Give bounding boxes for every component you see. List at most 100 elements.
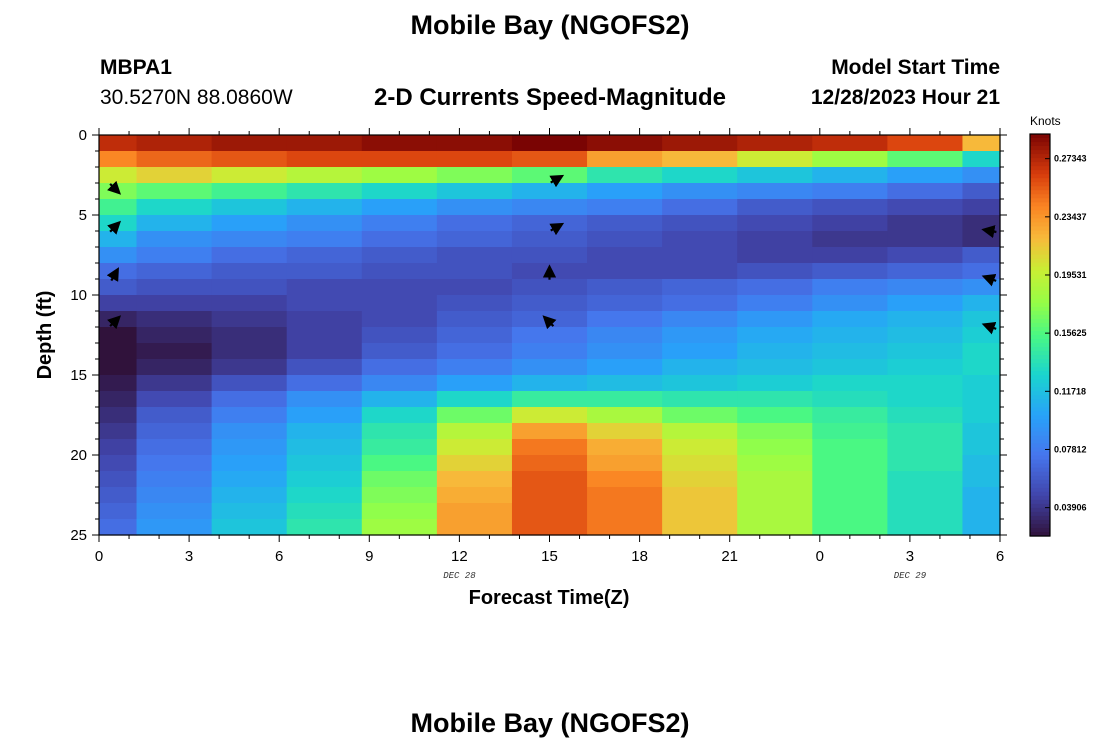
heatmap-cell [136,215,213,232]
colorbar-segment [1030,451,1050,457]
heatmap-cell [887,343,964,360]
heatmap-cell [587,151,663,168]
heatmap-cell [286,231,363,248]
heatmap-cell [737,151,813,168]
heatmap-cell [436,263,513,280]
heatmap-cell [887,247,964,264]
heatmap-cell [436,439,513,456]
heatmap-cell [812,455,888,472]
heatmap-cell [887,375,964,392]
heatmap-cell [361,183,438,200]
colorbar-segment [1030,351,1050,356]
heatmap-cell [737,199,813,216]
heatmap-cell [436,295,513,312]
heatmap-cell [211,231,288,248]
heatmap-cell [361,311,438,328]
plot-title: 2-D Currents Speed-Magnitude [373,84,727,111]
heatmap-cell [99,247,138,264]
heatmap-cell [587,391,663,408]
heatmap-cell [511,183,588,200]
colorbar-segment [1030,306,1050,312]
heatmap-cell [511,359,588,376]
heatmap-cell [737,327,813,344]
heatmap-cell [286,455,363,472]
colorbar-segment [1030,479,1050,485]
heatmap-cell [812,327,888,344]
colorbar-segment [1030,146,1050,151]
heatmap-cell [812,375,888,392]
heatmap-cell [286,247,363,264]
heatmap-cell [662,439,738,456]
heatmap-cell [962,455,1001,472]
heatmap-cell [136,359,213,376]
heatmap-cell [812,359,888,376]
colorbar-segment [1030,391,1050,396]
colorbar-segment [1030,154,1050,159]
heatmap-cell [737,215,813,232]
heatmap-cell [361,215,438,232]
heatmap-cell [436,423,513,440]
heatmap-cell [662,151,738,168]
heatmap-cell [511,167,588,184]
heatmap-cell [662,375,738,392]
heatmap-cell [812,263,888,280]
heatmap-cell [962,439,1001,456]
heatmap-cell [887,279,964,296]
colorbar-tick-label: 0.27343 [1054,154,1087,164]
heatmap-cell [286,167,363,184]
heatmap-cell [812,247,888,264]
colorbar-segment [1030,527,1050,533]
heatmap-cell [962,503,1001,520]
heatmap-cell [887,391,964,408]
heatmap-cell [211,183,288,200]
heatmap-cell [99,215,138,232]
x-tick-label: 21 [721,548,738,565]
heatmap-cell [962,231,1001,248]
heatmap-cell [99,279,138,296]
colorbar-segment [1030,467,1050,473]
colorbar-tick-label: 0.03906 [1054,503,1087,513]
heatmap-cell [361,455,438,472]
page-title: Mobile Bay (NGOFS2) [410,10,690,40]
colorbar-segment [1030,511,1050,517]
heatmap-cell [737,279,813,296]
colorbar-segment [1030,471,1050,477]
colorbar-segment [1030,214,1050,220]
heatmap-cell [511,343,588,360]
heatmap-cell [99,407,138,424]
colorbar-segment [1030,519,1050,525]
heatmap-cell [436,215,513,232]
x-tick-label: 12 [451,548,468,565]
heatmap-cell [587,439,663,456]
colorbar-segment [1030,194,1050,199]
heatmap-cell [812,199,888,216]
colorbar-segment [1030,270,1050,276]
heatmap-cell [511,247,588,264]
heatmap-cell [587,503,663,520]
heatmap-cell [211,295,288,312]
heatmap-cell [511,279,588,296]
heatmap-cell [211,375,288,392]
current-arrow [106,267,119,282]
heatmap-cell [136,471,213,488]
colorbar-segment [1030,503,1050,509]
colorbar-segment [1030,242,1050,248]
colorbar-segment [1030,134,1050,139]
colorbar-segment [1030,150,1050,155]
heatmap-cell [962,215,1001,232]
heatmap-cell [136,391,213,408]
heatmap-cell [662,327,738,344]
colorbar-frame [1029,133,1051,537]
heatmap-cell [211,343,288,360]
heatmap-cell [887,263,964,280]
heatmap-cell [286,263,363,280]
heatmap-cell [812,407,888,424]
heatmap-cell [286,183,363,200]
heatmap-cell [962,295,1001,312]
heatmap-cell [887,199,964,216]
current-direction-arrows [106,174,997,335]
colorbar-segment [1030,218,1050,224]
heatmap-cell [511,487,588,504]
heatmap-cell [99,343,138,360]
heatmap-cell [361,487,438,504]
